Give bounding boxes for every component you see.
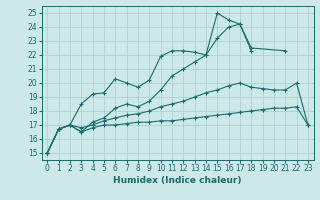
X-axis label: Humidex (Indice chaleur): Humidex (Indice chaleur) — [113, 176, 242, 185]
